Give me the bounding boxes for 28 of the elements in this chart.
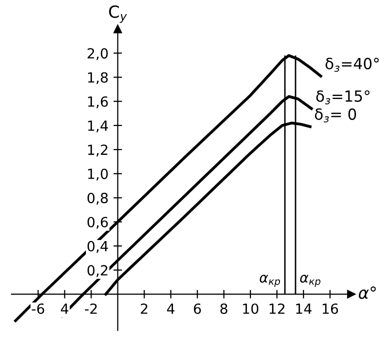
x-tick-label: 4 xyxy=(167,304,174,314)
series-label: δ$_{з}$=15° xyxy=(316,90,370,104)
x-tick-label: 12 xyxy=(270,303,284,314)
x-tick-label: 14 xyxy=(296,304,312,314)
x-tick-label: 16 xyxy=(322,303,338,314)
y-tick-label: 0,2 xyxy=(88,265,108,277)
y-tick-label: 0,4 xyxy=(88,240,108,253)
x-tick-label: 2 xyxy=(140,303,148,314)
ref-line-label: α$_{кр}$ xyxy=(260,274,280,287)
x-axis-title: α° xyxy=(358,286,376,299)
x-tick-label: -6 xyxy=(32,303,44,314)
y-tick-label: 1,4 xyxy=(88,120,108,132)
x-tick-label: 6 xyxy=(194,303,201,314)
ref-line-label: α$_{кр}$ xyxy=(300,274,320,287)
x-tick-label: 10 xyxy=(243,303,258,314)
y-tick-label: 1,0 xyxy=(88,168,108,181)
x-tick-label: 4 xyxy=(60,304,68,314)
series-label: δ$_{з}$=40° xyxy=(326,58,379,72)
y-tick-label: 1,8 xyxy=(88,72,108,84)
x-tick-label: -2 xyxy=(84,303,97,314)
y-tick-label: 0,8 xyxy=(88,192,108,205)
y-axis-title: C$_{y}$ xyxy=(109,5,127,23)
series-label: δ$_{з}$= 0 xyxy=(314,108,356,122)
y-tick-label: 1,6 xyxy=(88,96,108,108)
y-tick-label: 2,0 xyxy=(88,48,108,60)
y-tick-label: 0,6 xyxy=(88,216,108,229)
x-tick-label: 8 xyxy=(220,303,228,314)
y-tick-label: 1,2 xyxy=(88,144,108,156)
